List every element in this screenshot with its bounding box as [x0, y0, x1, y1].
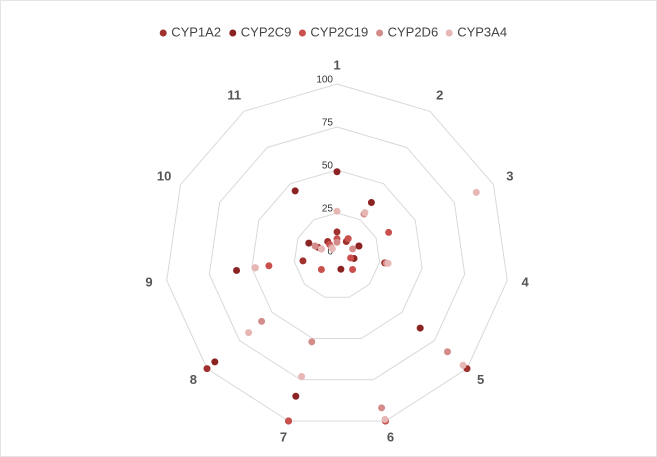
data-point — [472, 188, 480, 196]
data-point — [378, 404, 386, 412]
legend-marker — [298, 29, 306, 37]
data-point — [291, 187, 299, 195]
data-point — [361, 209, 369, 217]
data-point — [347, 254, 355, 262]
data-point — [459, 361, 467, 369]
category-label: 9 — [145, 274, 152, 289]
r-tick-label: 0 — [327, 247, 333, 258]
data-point — [355, 242, 363, 250]
category-label: 1 — [333, 57, 340, 72]
r-tick-label: 100 — [316, 75, 333, 86]
data-point — [337, 265, 345, 273]
category-label: 11 — [227, 88, 241, 103]
category-label: 3 — [506, 169, 513, 184]
data-point — [385, 228, 393, 236]
grid-ring — [293, 212, 381, 298]
r-tick-label: 25 — [322, 204, 334, 215]
data-point — [349, 245, 357, 253]
grid-ring — [251, 169, 423, 340]
category-label: 6 — [387, 430, 394, 445]
legend-marker — [229, 29, 237, 37]
data-point — [317, 266, 325, 274]
data-point — [298, 372, 306, 380]
data-point — [311, 242, 319, 250]
data-point — [211, 358, 219, 366]
grid-ring — [166, 83, 508, 422]
category-label: 4 — [521, 274, 529, 289]
data-point — [349, 266, 357, 274]
data-point — [333, 238, 341, 246]
legend-label: CYP2C9 — [241, 24, 292, 39]
data-point — [367, 198, 375, 206]
category-label: 8 — [190, 372, 197, 387]
data-point — [308, 338, 316, 346]
category-label: 5 — [477, 372, 484, 387]
legend-marker — [376, 29, 384, 37]
r-tick-label: 50 — [322, 161, 334, 172]
legend-label: CYP2D6 — [388, 24, 439, 39]
legend-label: CYP1A2 — [171, 24, 221, 39]
data-point — [285, 417, 293, 425]
data-point — [381, 415, 389, 423]
data-point — [443, 348, 451, 356]
grid-ring — [208, 126, 466, 381]
data-point — [233, 266, 241, 274]
data-point — [416, 324, 424, 332]
data-point — [344, 235, 352, 243]
data-point — [317, 245, 325, 253]
data-point — [305, 239, 313, 247]
data-point — [265, 262, 273, 270]
legend-label: CYP3A4 — [457, 24, 507, 39]
data-point — [299, 257, 307, 265]
data-point — [333, 228, 341, 236]
data-point — [251, 264, 259, 272]
data-point — [333, 207, 341, 215]
category-label: 2 — [436, 88, 443, 103]
data-point — [333, 168, 341, 176]
legend-marker — [159, 29, 167, 37]
r-tick-label: 75 — [322, 118, 334, 129]
legend-marker — [445, 29, 453, 37]
category-label: 7 — [280, 430, 287, 445]
data-point — [245, 329, 253, 337]
data-point — [203, 365, 211, 373]
data-point — [384, 259, 392, 267]
legend-label: CYP2C19 — [310, 24, 368, 39]
category-label: 10 — [157, 169, 171, 184]
data-point — [328, 245, 336, 253]
data-point — [292, 392, 300, 400]
data-point — [258, 317, 266, 325]
